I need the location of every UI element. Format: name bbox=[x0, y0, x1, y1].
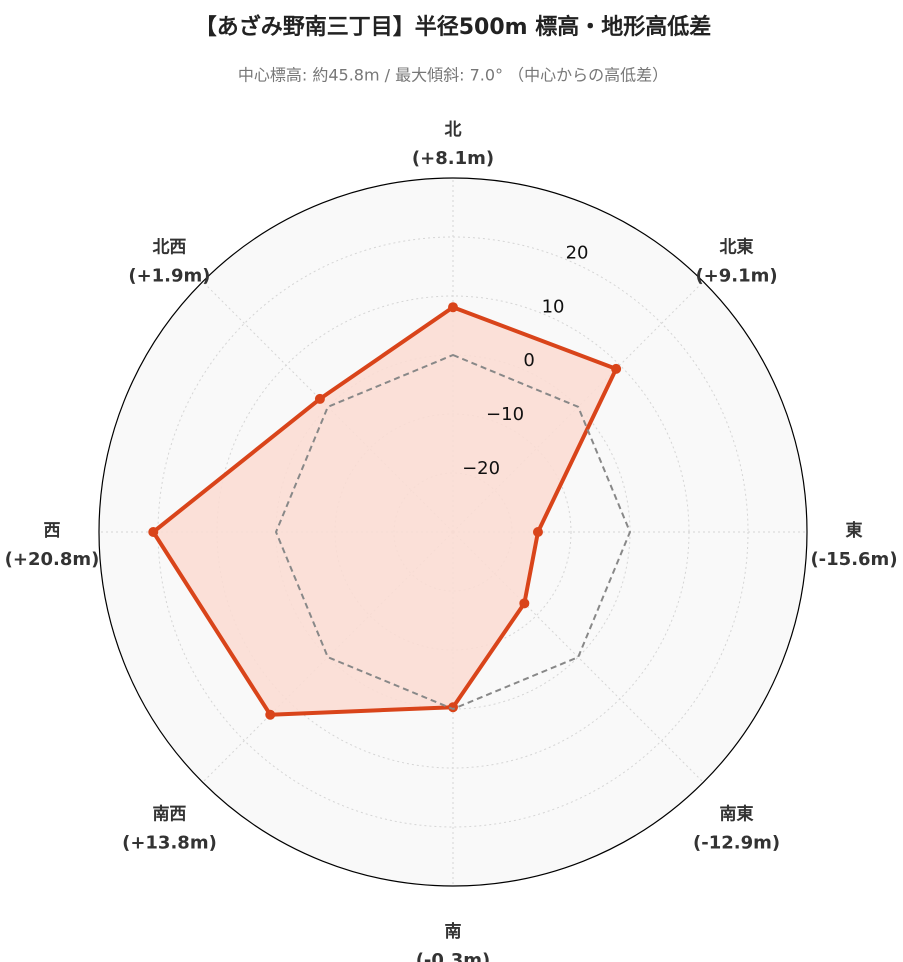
category-label: 東 bbox=[846, 520, 863, 541]
outer-border bbox=[98, 177, 808, 887]
value-label: (+1.9m) bbox=[128, 265, 210, 286]
r-tick-label: −10 bbox=[486, 404, 524, 425]
r-tick-label: −20 bbox=[462, 458, 500, 479]
point bbox=[532, 527, 543, 537]
point bbox=[265, 709, 276, 720]
r-tick-label: 10 bbox=[542, 296, 565, 317]
point bbox=[448, 702, 458, 713]
r-tick-label: 0 bbox=[523, 350, 534, 371]
point bbox=[148, 527, 159, 537]
category-label: 南西 bbox=[152, 804, 186, 825]
chart-subtitle: 中心標高: 約45.8m / 最大傾斜: 7.0° （中心からの高低差） bbox=[238, 66, 668, 85]
value-label: (-0.3m) bbox=[416, 950, 491, 962]
point bbox=[611, 363, 622, 374]
value-label: (-12.9m) bbox=[693, 833, 780, 854]
category-label: 北西 bbox=[152, 237, 186, 257]
r-tick-label: 20 bbox=[566, 242, 589, 263]
value-label: (+13.8m) bbox=[122, 833, 217, 854]
category-label: 南東 bbox=[720, 804, 754, 825]
value-label: (+9.1m) bbox=[695, 265, 777, 286]
value-label: (+20.8m) bbox=[5, 549, 100, 570]
value-label: (-15.6m) bbox=[810, 549, 897, 570]
reference-line bbox=[275, 354, 631, 710]
spoke bbox=[452, 531, 704, 783]
value-label: (+8.1m) bbox=[412, 148, 494, 169]
category-label: 南 bbox=[445, 921, 462, 942]
category-label: 北東 bbox=[720, 236, 754, 257]
point bbox=[519, 598, 530, 609]
point bbox=[448, 302, 458, 313]
point bbox=[314, 393, 325, 404]
category-label: 北 bbox=[445, 120, 462, 140]
chart-title: 【あざみ野南三丁目】半径500m 標高・地形高低差 bbox=[195, 14, 712, 40]
category-label: 西 bbox=[44, 521, 61, 541]
